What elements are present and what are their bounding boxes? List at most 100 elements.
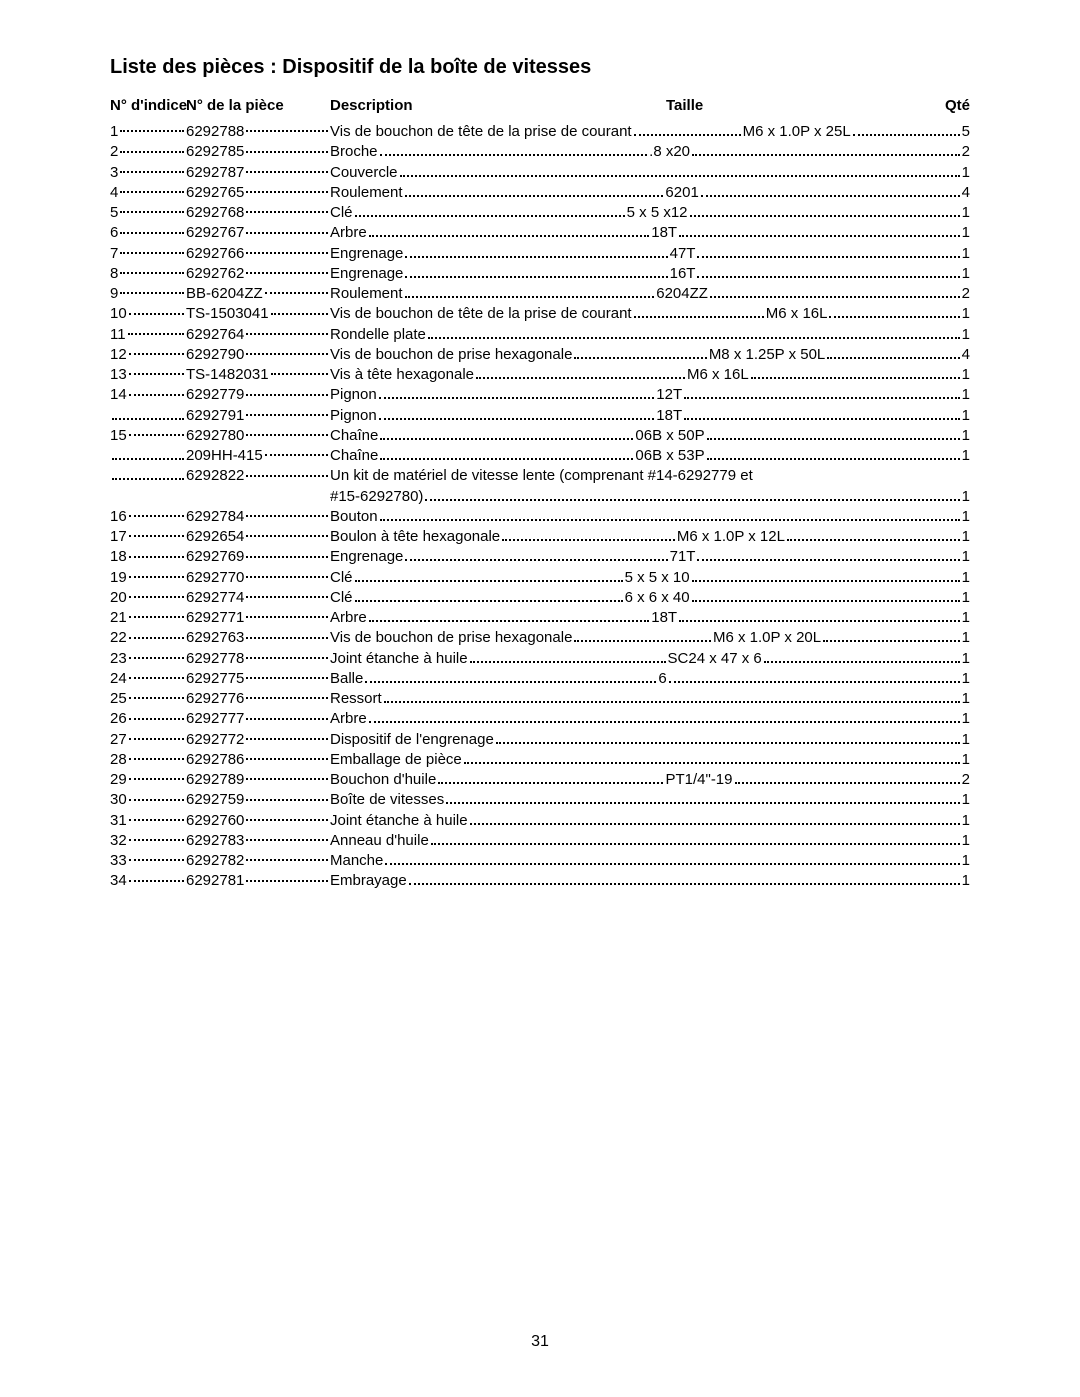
table-row: 209HH-415Chaîne06B x 53P1: [110, 446, 970, 466]
leader-dots: [120, 244, 184, 254]
cell-qty: 1: [962, 608, 970, 628]
leader-dots: [246, 122, 328, 132]
cell-size: M6 x 1.0P x 25L: [743, 122, 851, 142]
leader-dots: [129, 790, 184, 800]
cell-qty: 1: [962, 871, 970, 891]
cell-size: 18T: [651, 223, 677, 243]
col-part: 6292776: [186, 689, 330, 709]
leader-dots: [405, 288, 655, 298]
col-part: 6292767: [186, 223, 330, 243]
leader-dots: [246, 507, 328, 517]
leader-dots: [129, 365, 184, 375]
cell-index: 16: [110, 507, 127, 527]
col-part: 6292790: [186, 345, 330, 365]
leader-dots: [120, 183, 184, 193]
leader-dots: [409, 875, 960, 885]
col-index: 2: [110, 142, 186, 162]
col-index: 31: [110, 811, 186, 831]
col-index: 4: [110, 183, 186, 203]
cell-part: 6292785: [186, 142, 244, 162]
col-part: 6292785: [186, 142, 330, 162]
col-index: 19: [110, 568, 186, 588]
cell-part: 6292769: [186, 547, 244, 567]
leader-dots: [129, 547, 184, 557]
leader-dots: [246, 466, 328, 476]
cell-qty: 4: [962, 183, 970, 203]
leader-dots: [129, 628, 184, 638]
cell-part: TS-1482031: [186, 365, 269, 385]
leader-dots: [129, 811, 184, 821]
cell-index: 1: [110, 122, 118, 142]
leader-dots: [246, 203, 328, 213]
leader-dots: [634, 308, 764, 318]
leader-dots: [129, 568, 184, 578]
leader-dots: [692, 592, 960, 602]
table-row: 46292765Roulement62014: [110, 183, 970, 203]
cell-desc: Clé: [330, 568, 353, 588]
cell-part: TS-1503041: [186, 304, 269, 324]
table-row: 296292789Bouchon d'huilePT1/4"-192: [110, 770, 970, 790]
col-index: 34: [110, 871, 186, 891]
cell-part: 6292654: [186, 527, 244, 547]
cell-desc: Vis de bouchon de prise hexagonale: [330, 345, 572, 365]
cell-qty: 1: [962, 446, 970, 466]
cell-desc: Chaîne: [330, 426, 378, 446]
col-part: 6292775: [186, 669, 330, 689]
leader-dots: [684, 389, 960, 399]
col-header-desc: Description: [330, 97, 666, 114]
leader-dots: [669, 673, 960, 683]
cell-size: 6204ZZ: [656, 284, 708, 304]
leader-dots: [120, 284, 184, 294]
col-part: 6292786: [186, 750, 330, 770]
page-title: Liste des pièces : Dispositif de la boît…: [110, 56, 970, 79]
leader-dots: [129, 871, 184, 881]
cell-index: 23: [110, 649, 127, 669]
col-index: [110, 450, 186, 460]
cell-part: 6292766: [186, 244, 244, 264]
col-part: BB-6204ZZ: [186, 284, 330, 304]
cell-qty: 1: [962, 709, 970, 729]
table-row: 176292654Boulon à tête hexagonaleM6 x 1.…: [110, 527, 970, 547]
cell-size: PT1/4"-19: [665, 770, 732, 790]
cell-desc: Manche: [330, 851, 383, 871]
leader-dots: [823, 632, 960, 642]
leader-dots: [129, 385, 184, 395]
leader-dots: [827, 349, 959, 359]
cell-index: 18: [110, 547, 127, 567]
col-index: 9: [110, 284, 186, 304]
col-index: 27: [110, 730, 186, 750]
cell-part: 6292783: [186, 831, 244, 851]
leader-dots: [120, 203, 184, 213]
col-part: 6292779: [186, 385, 330, 405]
leader-dots: [120, 122, 184, 132]
leader-dots: [355, 207, 625, 217]
col-part: 6292768: [186, 203, 330, 223]
leader-dots: [246, 183, 328, 193]
cell-desc: Bouchon d'huile: [330, 770, 436, 790]
table-row: 316292760Joint étanche à huile1: [110, 811, 970, 831]
cell-index: 2: [110, 142, 118, 162]
cell-qty: 1: [962, 426, 970, 446]
table-row: #15-6292780)1: [110, 487, 970, 507]
leader-dots: [697, 551, 959, 561]
leader-dots: [246, 628, 328, 638]
leader-dots: [405, 551, 667, 561]
leader-dots: [129, 831, 184, 841]
col-part: 6292787: [186, 163, 330, 183]
cell-index: 31: [110, 811, 127, 831]
table-row: 116292764Rondelle plate1: [110, 325, 970, 345]
col-part: 6292784: [186, 507, 330, 527]
col-part: 6292778: [186, 649, 330, 669]
table-row: 306292759Boîte de vitesses1: [110, 790, 970, 810]
col-part: 6292771: [186, 608, 330, 628]
leader-dots: [735, 774, 960, 784]
cell-desc: Un kit de matériel de vitesse lente (com…: [330, 466, 753, 486]
cell-size: 18T: [651, 608, 677, 628]
page: Liste des pièces : Dispositif de la boît…: [0, 0, 1080, 1397]
leader-dots: [764, 652, 960, 662]
leader-dots: [246, 163, 328, 173]
cell-desc: Chaîne: [330, 446, 378, 466]
col-index: 21: [110, 608, 186, 628]
cell-size: 6201: [665, 183, 698, 203]
cell-qty: 1: [962, 507, 970, 527]
